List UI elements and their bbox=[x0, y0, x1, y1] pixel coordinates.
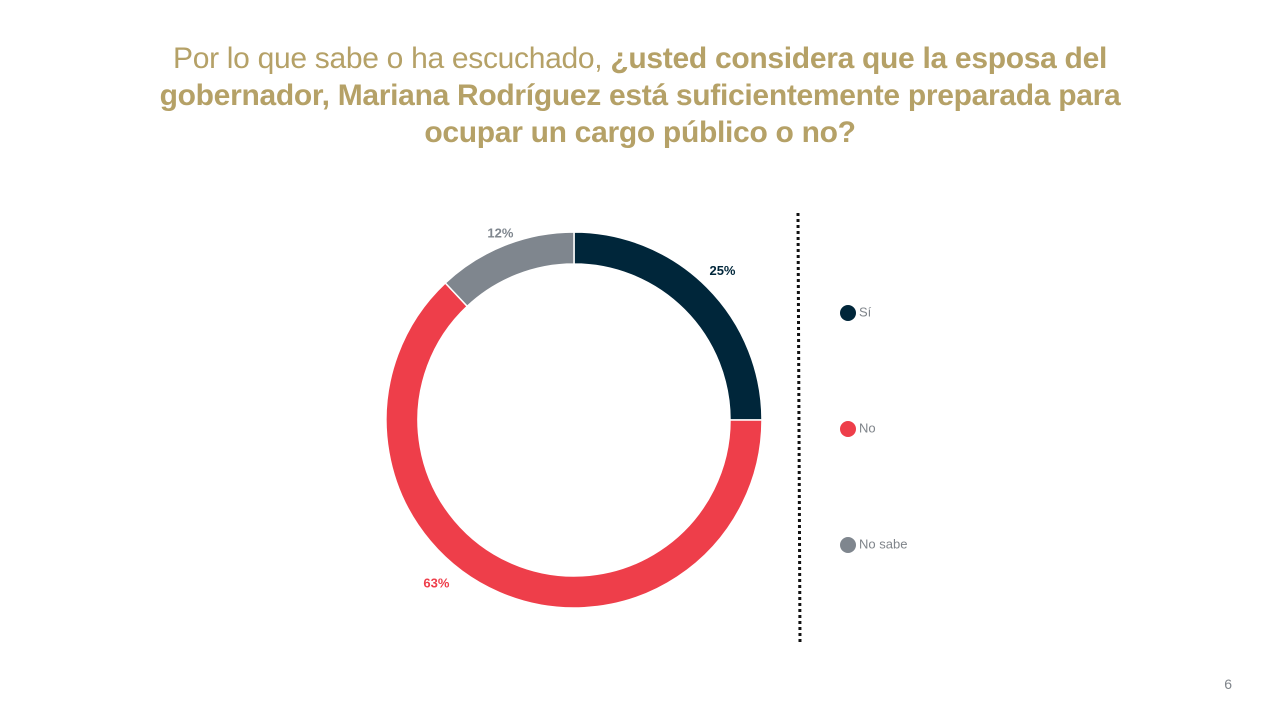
legend-label-1: Sí bbox=[859, 304, 872, 319]
donut-slice-3 bbox=[444, 231, 575, 308]
legend-divider bbox=[796, 212, 802, 644]
legend-swatch-1 bbox=[840, 305, 856, 321]
donut-slice-2 bbox=[385, 281, 763, 609]
chart-title: Por lo que sabe o ha escuchado, ¿usted c… bbox=[120, 40, 1160, 151]
title-lead: Por lo que sabe o ha escuchado, bbox=[172, 42, 611, 75]
legend-label-2: No bbox=[859, 420, 876, 435]
donut-slice-labels: 25% 63% 12% bbox=[423, 225, 736, 590]
legend-swatch-2 bbox=[840, 421, 856, 437]
slice-label-3: 12% bbox=[487, 225, 513, 240]
title-question: ¿usted considera que la esposa del gober… bbox=[159, 42, 1121, 149]
chart-legend: Sí No No sabe bbox=[840, 304, 907, 553]
donut-slice-1 bbox=[573, 231, 763, 421]
legend-label-3: No sabe bbox=[859, 536, 907, 551]
slice-label-1: 25% bbox=[709, 263, 735, 278]
donut-slices bbox=[385, 231, 763, 609]
slice-label-2: 63% bbox=[423, 575, 449, 590]
page-number: 6 bbox=[1224, 676, 1232, 692]
legend-swatch-3 bbox=[840, 537, 856, 553]
